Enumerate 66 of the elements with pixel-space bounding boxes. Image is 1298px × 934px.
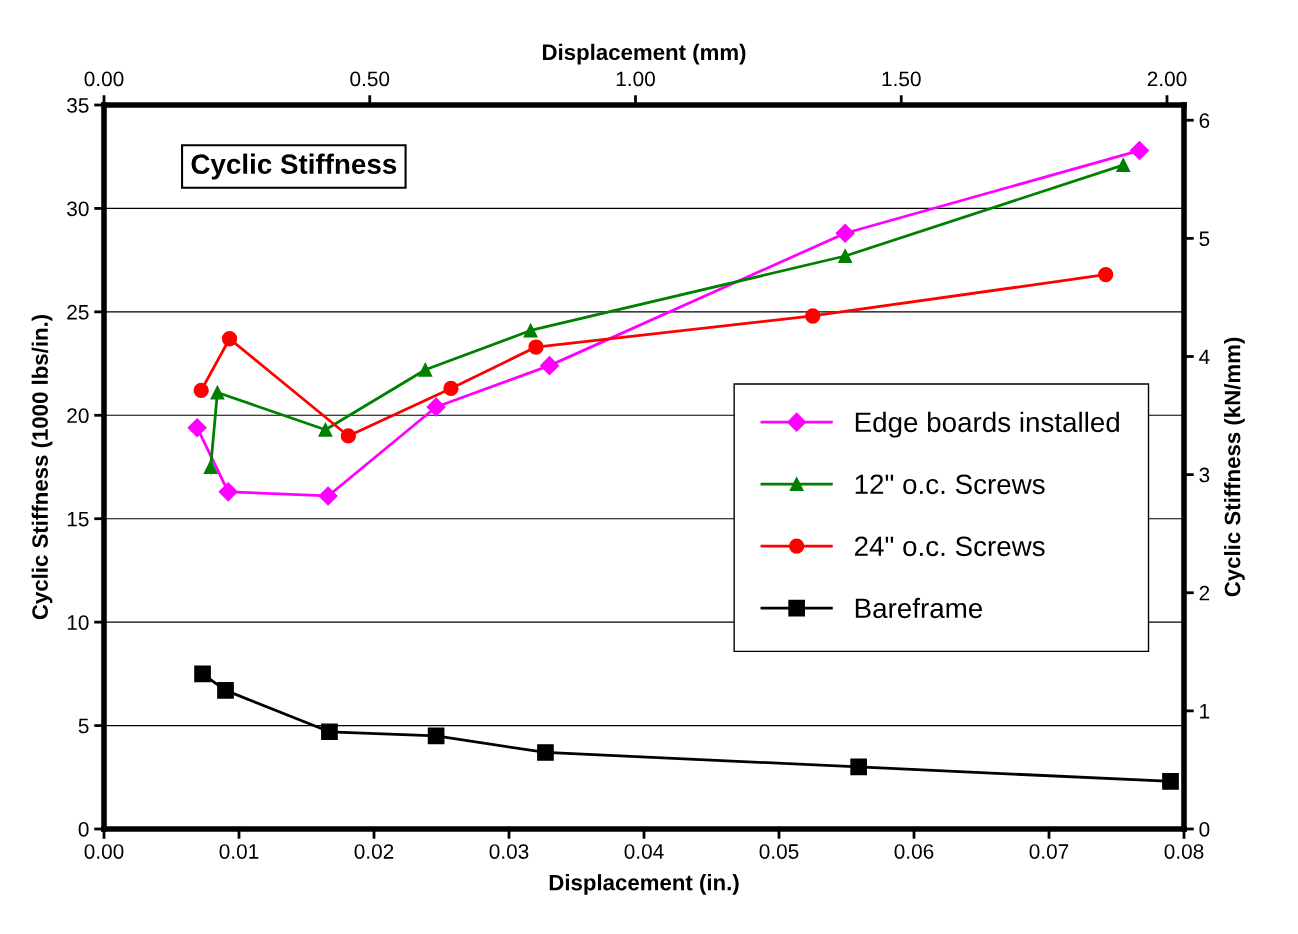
x-tick-label: 0.03	[489, 844, 529, 859]
x2-tick-label: 1.50	[882, 71, 921, 87]
point	[537, 744, 554, 761]
point	[210, 385, 225, 400]
y2-tick-label: 0	[1199, 822, 1210, 837]
legend-label: Edge boards installed	[855, 411, 1119, 438]
y-tick-label: 20	[67, 408, 89, 424]
y-axis-title: Cyclic Stiffness (1000 lbs/in.)	[31, 314, 53, 620]
x2-tick-label: 2.00	[1147, 71, 1187, 87]
point	[1116, 158, 1131, 172]
x-tick-label: 0.02	[354, 844, 394, 859]
point	[217, 682, 234, 699]
x-tick-label: 0.00	[84, 844, 124, 859]
point	[838, 249, 853, 263]
y2-tick-label: 6	[1199, 113, 1210, 128]
x-tick-label: 0.04	[624, 844, 664, 859]
y2-tick-label: 5	[1199, 231, 1210, 247]
y2-tick-label: 2	[1199, 585, 1210, 601]
point	[539, 356, 560, 376]
y-tick-label: 10	[67, 615, 89, 630]
y-tick-label: 15	[67, 511, 89, 527]
legend-label: 12" o.c. Screws	[855, 474, 1045, 495]
y-tick-label: 30	[67, 201, 89, 217]
y-tick-label: 5	[78, 718, 89, 734]
point	[321, 723, 338, 741]
point	[187, 418, 207, 438]
x2-tick-label: 0.50	[350, 71, 390, 87]
point	[1162, 773, 1179, 790]
point	[805, 308, 821, 324]
point	[443, 380, 459, 397]
point	[340, 428, 356, 444]
x-tick-label: 0.01	[219, 844, 259, 859]
point	[523, 323, 538, 338]
point	[221, 331, 238, 347]
point	[193, 382, 209, 399]
point	[426, 397, 446, 417]
point	[427, 727, 445, 745]
point	[318, 422, 333, 437]
y-tick-label: 35	[67, 98, 89, 113]
x-tick-label: 0.07	[1029, 844, 1069, 859]
x-tick-label: 0.08	[1164, 844, 1204, 859]
y2-axis-title: Cyclic Stiffness (kN/mm)	[1224, 337, 1245, 597]
y2-tick-label: 4	[1199, 349, 1210, 365]
y2-tick-label: 3	[1199, 467, 1210, 483]
y-tick-label: 25	[67, 304, 89, 320]
x-tick-label: 0.05	[759, 844, 799, 859]
legend-label: Bareframe	[855, 597, 983, 619]
x-axis-title: Displacement (in.)	[549, 874, 739, 895]
point	[1098, 266, 1114, 283]
point	[850, 758, 867, 776]
y2-tick-label: 1	[1200, 704, 1210, 719]
point	[528, 339, 544, 355]
point	[418, 362, 433, 377]
y-tick-label: 0	[78, 822, 89, 837]
point	[194, 665, 211, 683]
x2-axis-title: Displacement (mm)	[542, 43, 746, 65]
legend-label: 24" o.c. Screws	[854, 536, 1045, 557]
point	[835, 223, 855, 243]
point	[318, 486, 338, 506]
point	[218, 482, 238, 502]
text: Cyclic Stiffness	[191, 153, 397, 180]
x2-tick-label: 0.00	[84, 71, 124, 87]
x2-tick-label: 1.00	[616, 71, 655, 87]
point	[1129, 140, 1149, 161]
x-tick-label: 0.06	[894, 844, 934, 859]
point	[203, 460, 218, 474]
